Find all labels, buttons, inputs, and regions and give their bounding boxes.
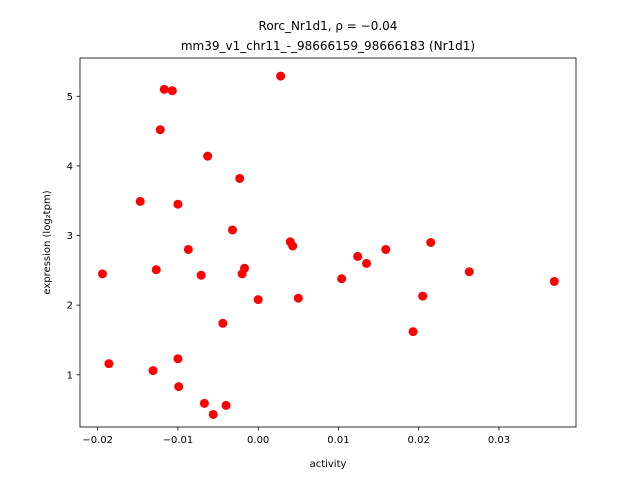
data-point bbox=[408, 327, 418, 337]
data-point bbox=[276, 71, 286, 81]
x-tick-label: 0.01 bbox=[327, 435, 349, 446]
data-point bbox=[174, 382, 184, 392]
y-tick-label: 2 bbox=[67, 301, 73, 312]
data-point bbox=[199, 398, 209, 408]
data-point bbox=[288, 241, 298, 251]
y-tick-label: 3 bbox=[67, 231, 73, 242]
data-point bbox=[549, 276, 559, 286]
data-point bbox=[381, 244, 391, 254]
data-point bbox=[235, 173, 245, 183]
data-point bbox=[173, 354, 183, 364]
data-point bbox=[104, 359, 114, 369]
chart-title-line2: mm39_v1_chr11_-_98666159_98666183 (Nr1d1… bbox=[181, 39, 475, 53]
x-tick-label: 0.02 bbox=[408, 435, 430, 446]
data-point bbox=[203, 151, 213, 161]
data-point bbox=[337, 274, 347, 284]
data-point bbox=[159, 84, 169, 94]
y-axis-ticks: 1 2 3 4 5 bbox=[67, 92, 80, 381]
data-point bbox=[353, 251, 363, 261]
points-layer bbox=[97, 71, 559, 419]
data-point bbox=[227, 225, 237, 235]
y-tick-label: 4 bbox=[67, 161, 73, 172]
x-axis-label: activity bbox=[310, 459, 347, 470]
data-point bbox=[418, 291, 428, 301]
data-point bbox=[253, 295, 263, 305]
y-axis-label: expression (log₂tpm) bbox=[42, 190, 53, 294]
x-tick-label: −0.01 bbox=[163, 435, 194, 446]
data-point bbox=[464, 267, 474, 277]
data-point bbox=[221, 400, 231, 410]
data-point bbox=[183, 244, 193, 254]
data-point bbox=[151, 265, 161, 275]
data-point bbox=[362, 258, 372, 268]
data-point bbox=[293, 293, 303, 303]
data-point bbox=[173, 199, 183, 209]
data-point bbox=[148, 366, 158, 376]
data-point bbox=[208, 409, 218, 419]
x-tick-label: 0.00 bbox=[247, 435, 269, 446]
data-point bbox=[97, 269, 107, 279]
data-point bbox=[218, 318, 228, 328]
x-tick-label: −0.02 bbox=[82, 435, 113, 446]
chart-title-line1: Rorc_Nr1d1, ρ = −0.04 bbox=[259, 19, 398, 33]
x-tick-label: 0.03 bbox=[488, 435, 510, 446]
data-point bbox=[240, 263, 250, 273]
x-axis-ticks: −0.02 −0.01 0.00 0.01 0.02 0.03 bbox=[82, 427, 510, 446]
y-tick-label: 5 bbox=[67, 92, 73, 103]
data-point bbox=[167, 86, 177, 96]
data-point bbox=[196, 270, 206, 280]
data-point bbox=[426, 238, 436, 247]
data-point bbox=[135, 196, 145, 206]
plot-frame bbox=[79, 57, 577, 428]
data-point bbox=[155, 125, 165, 135]
y-tick-label: 1 bbox=[67, 370, 73, 381]
